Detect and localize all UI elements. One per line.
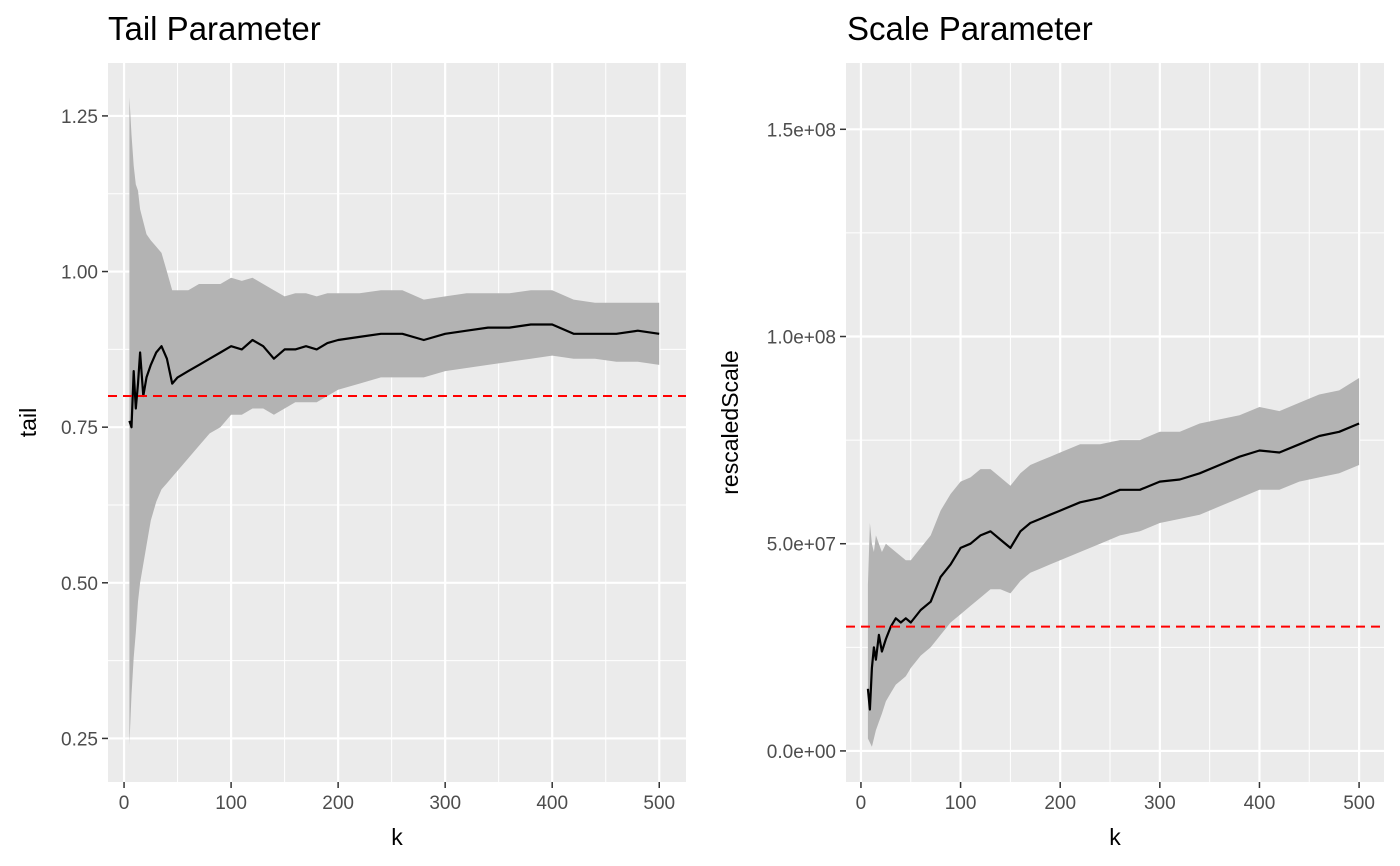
x-tick-label: 100: [215, 793, 247, 814]
y-tick-label: 0.75: [61, 418, 98, 439]
x-tick-label: 400: [1244, 793, 1276, 814]
x-tick-label: 400: [536, 793, 568, 814]
chart-panel-2: 0 100 200 300 400 500 0.0e+00 5.0e+07 1.0e+08 1.5…: [717, 10, 1384, 850]
estimate-line: [128, 323, 660, 429]
y-tick-label: 1.0e+08: [767, 328, 836, 349]
chart-panel-1: 0 100 200 300 400 500 0.25 0.50 0.75 1.00 1.25 Tail…: [15, 10, 686, 850]
x-tick-label: 200: [322, 793, 354, 814]
x-tick-label: 300: [1144, 793, 1176, 814]
chart-title: Scale Parameter: [847, 10, 1093, 47]
x-tick-label: 100: [945, 793, 977, 814]
y-tick-label: 0.50: [61, 574, 98, 595]
y-tick-label: 1.00: [61, 263, 98, 284]
x-tick-label: 0: [119, 793, 130, 814]
x-axis-label: k: [391, 824, 403, 850]
y-tick-label: 1.25: [61, 107, 98, 128]
y-tick-label: 1.5e+08: [767, 120, 836, 141]
x-tick-label: 500: [1343, 793, 1375, 814]
estimate-line: [866, 422, 1360, 711]
y-tick-label: 5.0e+07: [767, 535, 836, 556]
y-tick-label: 0.0e+00: [767, 742, 836, 763]
y-axis-label: rescaledScale: [717, 350, 743, 494]
chart-title: Tail Parameter: [108, 10, 321, 47]
x-tick-label: 500: [643, 793, 675, 814]
x-tick-label: 200: [1044, 793, 1076, 814]
y-axis-label: tail: [15, 408, 41, 437]
y-tick-label: 0.25: [61, 729, 98, 750]
x-tick-label: 0: [856, 793, 867, 814]
x-axis-label: k: [1109, 824, 1121, 850]
x-tick-label: 300: [429, 793, 461, 814]
confidence-band: [867, 378, 1360, 747]
